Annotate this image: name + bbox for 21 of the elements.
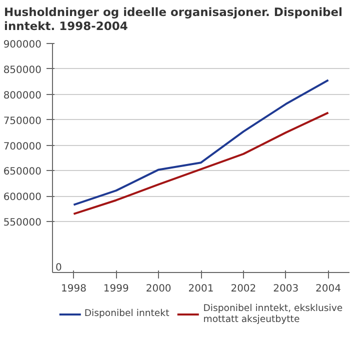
y-tick-label: 750000	[3, 116, 42, 127]
y-tick-label: 600000	[3, 192, 42, 203]
x-tick-label: 1999	[103, 283, 129, 294]
x-tick-label: 2002	[230, 283, 256, 294]
y-tick-label: 550000	[3, 217, 42, 228]
y-tick-label: 700000	[3, 141, 42, 152]
x-tick-label: 2004	[316, 283, 342, 294]
y-tick-label: 850000	[3, 64, 42, 76]
legend-label: Disponibel inntekt, eksklusive mottatt aksjeutbytte	[203, 302, 343, 325]
x-tick-label: 2003	[273, 283, 299, 294]
y-tick-label: 800000	[3, 90, 42, 102]
chart-title: Husholdninger og ideelle organisasjoner. Disponibel inntekt. 1998-2004	[4, 5, 344, 34]
legend-label: Disponibel inntekt	[84, 308, 170, 320]
line-series	[72, 111, 330, 215]
y-tick-label: 900000	[3, 39, 42, 50]
x-tick-label: 2001	[188, 283, 214, 294]
x-tick-label: 1998	[60, 283, 86, 294]
y-tick-label: 650000	[3, 166, 42, 178]
annotation: 0	[56, 262, 62, 274]
x-tick-label: 2000	[146, 283, 172, 294]
line-series	[72, 78, 330, 206]
